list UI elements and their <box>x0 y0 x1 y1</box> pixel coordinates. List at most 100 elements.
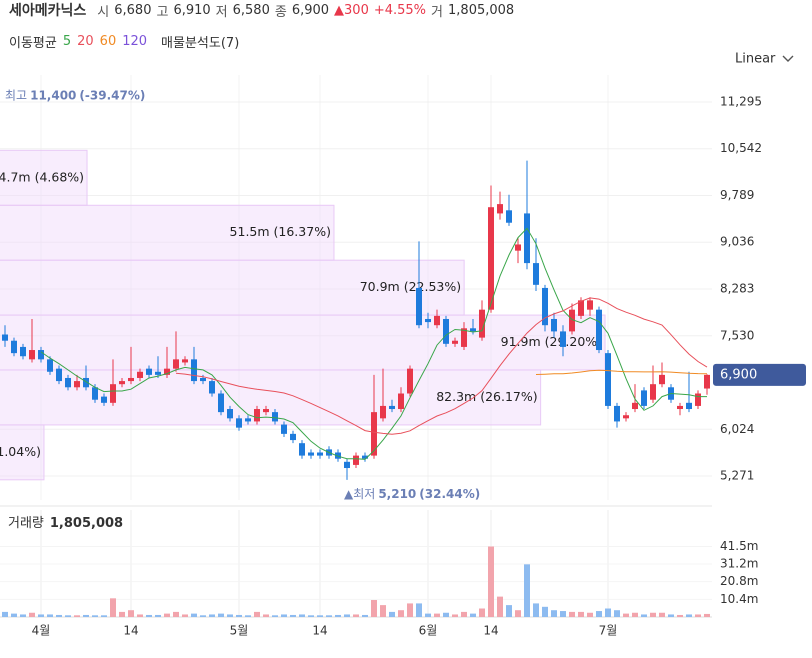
candle-body <box>569 309 575 332</box>
ma-period[interactable]: 20 <box>77 33 94 49</box>
volume-bar <box>452 614 458 617</box>
profile-label: 51.5m (16.37%) <box>230 224 331 239</box>
label: 시 <box>97 4 110 20</box>
candle-body <box>227 409 233 419</box>
ma-line <box>175 297 708 435</box>
candle-body <box>29 350 35 360</box>
candle-body <box>308 452 314 456</box>
volume-bar <box>704 613 710 617</box>
candle-body <box>398 393 404 410</box>
y-tick-label: 5,271 <box>720 469 754 483</box>
volume-bar <box>155 614 161 617</box>
label: 종 <box>274 4 287 20</box>
candle-body <box>704 374 710 389</box>
background-layer <box>0 75 712 618</box>
candle-body <box>524 213 530 264</box>
candle-body <box>425 318 431 323</box>
volume-bar <box>641 614 647 617</box>
value: 6,580 <box>232 2 270 18</box>
volume-bar <box>74 615 80 617</box>
volume-bar <box>335 614 341 617</box>
volume-bar <box>200 615 206 617</box>
candle-body <box>551 318 557 332</box>
volume-header: 거래량 1,805,008 <box>8 516 123 531</box>
volume-bar <box>425 613 431 617</box>
profile-label: 82.3m (26.17%) <box>436 389 537 404</box>
candle-body <box>578 300 584 316</box>
x-tick-label: 14 <box>312 624 327 638</box>
y-tick-label: 10,542 <box>720 141 762 155</box>
profile-bar <box>0 259 465 316</box>
ma-label[interactable]: 이동평균 <box>9 35 57 51</box>
candle-body <box>596 309 602 351</box>
candle-body <box>263 409 269 413</box>
y-tick-label: 9,036 <box>720 235 754 249</box>
volume-bar <box>290 614 296 617</box>
volume-bar <box>119 611 125 617</box>
ma-period[interactable]: 5 <box>62 33 72 49</box>
volume-bar <box>659 612 665 617</box>
candle-body <box>110 384 116 403</box>
volume-bar <box>560 611 566 617</box>
annotation-part: ▲최저 <box>344 486 375 500</box>
ma-line <box>40 227 707 460</box>
candle-body <box>74 381 80 388</box>
volume-bar <box>353 614 359 617</box>
value: 6,680 <box>114 2 152 18</box>
candle-body <box>389 405 395 410</box>
volume-bar <box>65 615 71 617</box>
candle-body <box>47 359 53 372</box>
candle-body <box>299 443 305 456</box>
volume-bar <box>227 614 233 617</box>
volume-bar <box>623 613 629 617</box>
volume-bar <box>20 614 26 617</box>
x-tick-label: 14 <box>483 624 498 638</box>
volume-bar <box>596 611 602 617</box>
volume-bar <box>11 613 17 617</box>
candle-body <box>632 402 638 410</box>
volume-bar <box>272 615 278 617</box>
label: 고 <box>156 4 169 20</box>
ma-line <box>535 369 708 375</box>
candle-body <box>659 374 665 385</box>
x-tick-label: 7월 <box>599 624 618 638</box>
candle-body <box>533 263 539 285</box>
x-tick-label: 5월 <box>230 624 249 638</box>
volume-bar <box>83 614 89 617</box>
candle-body <box>542 287 548 326</box>
candle-body <box>245 418 251 422</box>
ma-period[interactable]: 60 <box>99 33 117 49</box>
volume-bar <box>173 611 179 617</box>
volume-bar <box>461 611 467 617</box>
volume-bar <box>38 614 44 617</box>
volume-bar <box>29 612 35 617</box>
label: 저 <box>215 4 228 20</box>
candle-body <box>461 328 467 347</box>
profile-label[interactable]: 매물분석도(7) <box>161 35 240 51</box>
volume-bar <box>101 615 107 617</box>
candle-body <box>254 409 260 422</box>
volume-bar <box>569 611 575 617</box>
change: ▲300 <box>334 2 369 18</box>
volume-bar <box>209 614 215 617</box>
volume-bar <box>578 611 584 617</box>
scale-menu[interactable]: Linear <box>735 52 776 67</box>
candle-body <box>605 353 611 406</box>
y-tick-label: 9,789 <box>720 188 754 202</box>
candle-body <box>407 368 413 394</box>
ma-period[interactable]: 120 <box>122 33 148 49</box>
candle-body <box>65 377 71 388</box>
candle-body <box>416 287 422 326</box>
candle-body <box>56 368 62 382</box>
candle-body <box>452 340 458 344</box>
volume-bar <box>695 614 701 617</box>
candle-body <box>317 452 323 456</box>
candle-body <box>623 415 629 419</box>
stock-name: 세아메카닉스 <box>9 3 87 19</box>
chevron[interactable] <box>782 55 794 62</box>
candle-body <box>164 368 170 375</box>
candle-body <box>209 381 215 394</box>
volume-bar <box>146 614 152 617</box>
volume-bar <box>488 546 494 617</box>
